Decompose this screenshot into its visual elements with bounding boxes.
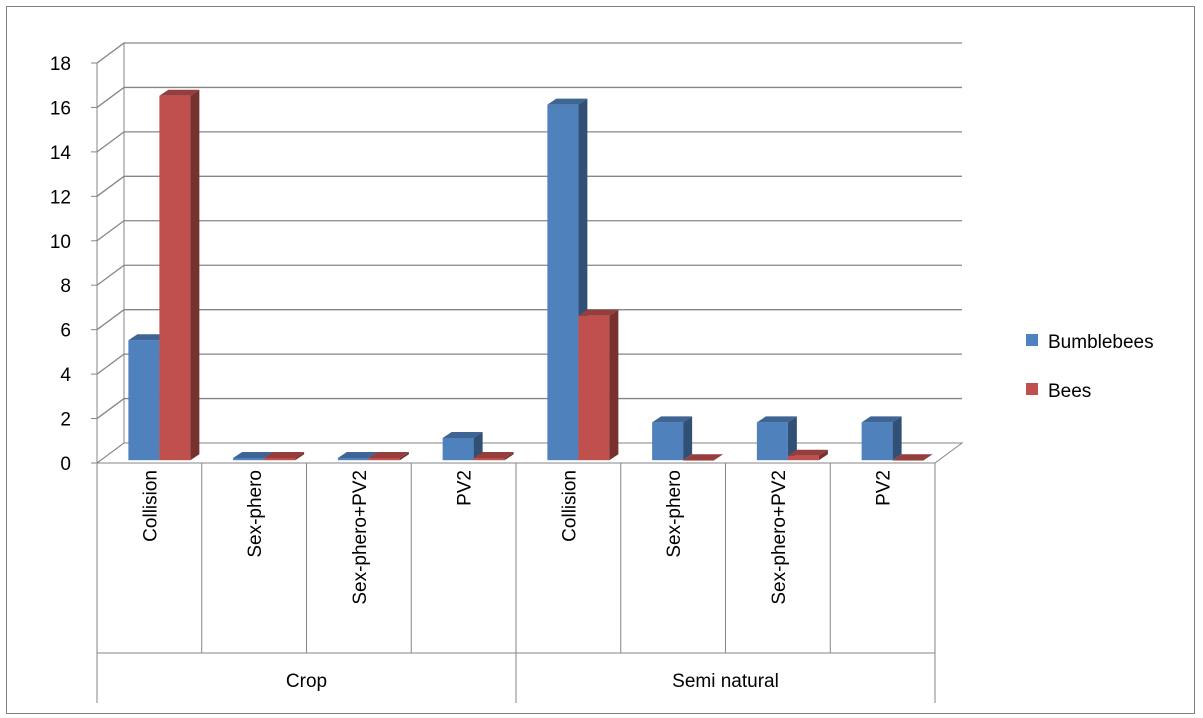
y-tick-label: 10 [50,232,71,253]
legend-swatch [1026,334,1038,346]
category-label: Collision [140,470,161,542]
legend-swatch [1026,383,1038,395]
gridline [96,264,962,286]
bar-side [892,416,902,461]
bar-side [399,451,409,461]
bar-side [504,451,514,461]
category-label: PV2 [455,470,476,506]
legend-label: Bumblebees [1048,332,1154,353]
y-tick-label: 16 [50,98,71,119]
gridline [96,175,962,197]
bar-bumblebees-4 [547,98,588,461]
bar-front [233,457,265,461]
bar-bees-5 [683,454,724,461]
bar-bumblebees-7 [861,416,902,461]
category-label: Sex-phero+PV2 [769,470,790,605]
side-wall [96,42,125,464]
bar-top [683,454,724,461]
bar-top [368,451,409,458]
bar-front [264,457,296,461]
bar-front [368,457,400,461]
bar-top [547,98,588,105]
bar-front [442,437,474,461]
bar-top [128,334,169,341]
bar-side [683,416,693,461]
y-tick-label: 14 [50,143,72,164]
bar-top [787,449,828,456]
y-tick-label: 8 [60,276,71,297]
group-label: Crop [286,671,327,692]
category-label: PV2 [874,470,895,506]
bar-bees-4 [578,309,619,461]
gridline [96,86,962,108]
bar-front [892,460,924,461]
gridline [96,353,962,375]
bar-bees-2 [368,451,409,461]
y-tick-label: 12 [50,187,71,208]
bar-front [787,455,819,461]
bar-top [233,451,274,458]
bar-bees-0 [159,89,200,461]
bar-bumblebees-3 [442,431,483,461]
bar-top [337,451,378,458]
bar-top [159,89,200,96]
bar-bumblebees-6 [756,416,797,461]
bar-top [442,431,483,438]
y-tick-label: 6 [60,321,71,342]
bar-top [892,454,933,461]
bar-bumblebees-5 [652,416,693,461]
bar-side [190,89,200,461]
y-tick-label: 0 [60,454,71,475]
bar-bees-6 [787,449,828,461]
bar-top [861,416,902,423]
gridline [96,397,962,420]
bar-side [787,416,797,461]
group-label: Semi natural [672,671,779,692]
bar-side [473,431,483,461]
gridline [96,131,962,153]
bar-side [295,451,305,461]
y-tick-label: 4 [60,365,71,386]
bar-front [337,457,369,461]
chart-frame [6,6,1195,714]
legend-label: Bees [1048,381,1091,402]
bar-front [652,422,684,461]
category-label: Collision [559,470,580,542]
bar-top [756,416,797,423]
bar-bees-1 [264,451,305,461]
y-tick-label: 2 [60,410,71,431]
bar-front [128,340,160,461]
gridline [96,220,962,242]
category-label: Sex-phero [245,470,266,558]
bar-front [578,315,610,461]
bar-top [473,451,514,458]
bar-front [756,422,788,461]
floor [95,442,964,464]
bar-top [578,309,619,316]
bar-front [683,460,715,461]
bar-front [473,457,505,461]
bar-top [264,451,305,458]
bar-bees-7 [892,454,933,461]
bar-top [652,416,693,423]
bar-side [609,309,619,461]
bar-bees-3 [473,451,514,461]
category-label: Sex-phero+PV2 [350,470,371,605]
bar-front [159,95,191,461]
category-label: Sex-phero [664,470,685,558]
y-tick-label: 18 [50,54,71,75]
bar-front [861,422,893,461]
gridline [96,309,962,331]
gridline [96,42,962,64]
bar-front [547,104,579,461]
bar-side [818,449,828,461]
